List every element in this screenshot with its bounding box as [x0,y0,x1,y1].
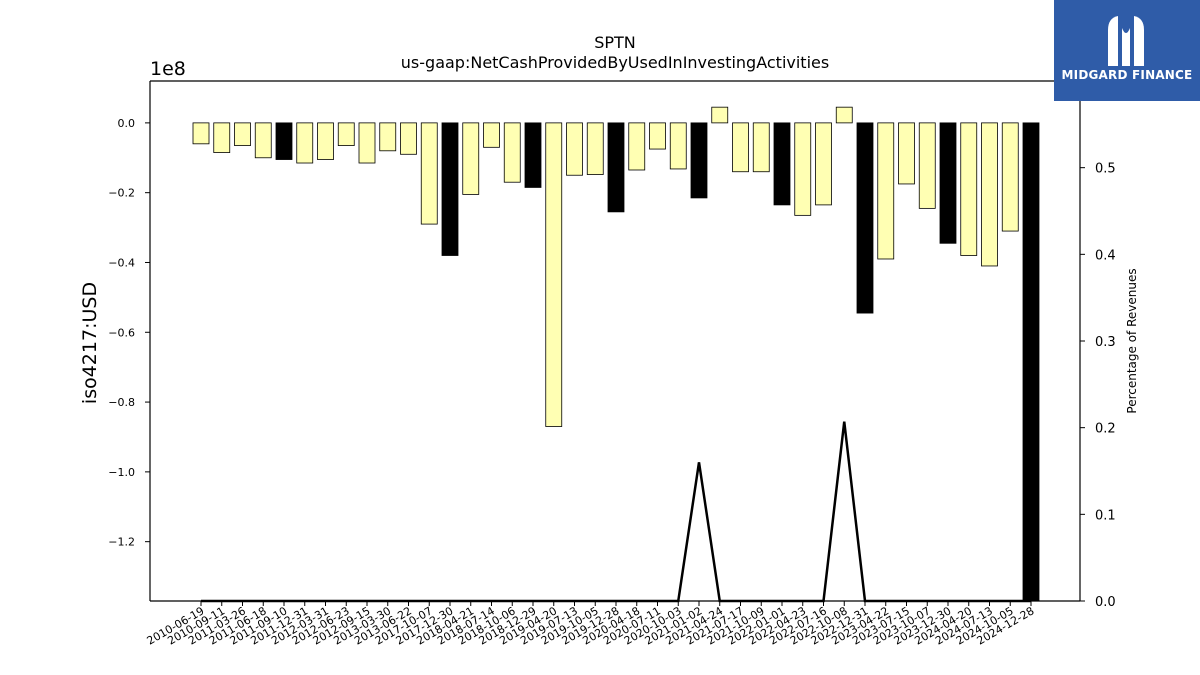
y2-tick-label: 0.3 [1095,335,1116,350]
bar [877,122,895,260]
bar [939,122,957,244]
bar [981,122,998,267]
bar [835,106,853,124]
bar [566,122,583,176]
bar [1001,122,1019,232]
bar [690,122,708,199]
logo-text: MIDGARD FINANCE [1061,68,1193,82]
bar [503,122,521,183]
bar [213,122,231,153]
y2-tick-label: 0.4 [1095,248,1116,263]
y-tick-label: 0.0 [118,117,136,130]
bar [752,122,770,173]
bar [379,122,397,152]
bar [711,106,729,124]
chart-title: SPTN [594,33,636,52]
y-multiplier-label: 1e8 [150,58,186,80]
midgard-finance-logo: MIDGARD FINANCE [1054,0,1200,101]
bar [586,122,604,175]
bar [400,122,417,155]
bar [358,122,376,164]
y2-axis-label: Percentage of Revenues [1125,268,1139,413]
bar [898,122,915,185]
bar [337,122,355,146]
bar [773,122,791,206]
y-tick-label: −0.4 [108,256,135,269]
bar [234,122,251,146]
y2-tick-label: 0.5 [1095,162,1116,177]
bar [462,122,480,195]
y-tick-label: −1.0 [108,466,135,479]
bar [441,122,459,256]
bar [275,122,293,160]
bar [960,122,978,256]
bar [794,122,812,216]
bar [918,122,936,209]
bar [649,122,666,150]
bar [483,122,500,148]
bar [628,122,646,171]
bar [254,122,272,159]
bar [856,122,874,314]
chart-subtitle: us-gaap:NetCashProvidedByUsedInInvesting… [401,53,829,72]
bar [607,122,625,213]
y-tick-label: −0.8 [108,396,135,409]
bar [732,122,749,173]
bar [669,122,687,170]
bar [524,122,542,188]
bar [317,122,334,160]
bar [420,122,438,225]
y-tick-label: −0.2 [108,187,135,200]
y-axis-label: iso4217:USD [79,282,101,404]
y2-tick-label: 0.0 [1095,595,1116,610]
y-tick-label: −1.2 [108,536,135,549]
bar [545,122,563,427]
bar [296,122,314,164]
bar [192,122,210,145]
midgard-logo-icon [1108,16,1144,66]
y-tick-label: −0.6 [108,326,135,339]
y2-tick-label: 0.2 [1095,422,1116,437]
y2-tick-label: 0.1 [1095,508,1116,523]
pct-revenue-line [201,421,1031,603]
bar [815,122,832,206]
bar [1022,122,1040,602]
